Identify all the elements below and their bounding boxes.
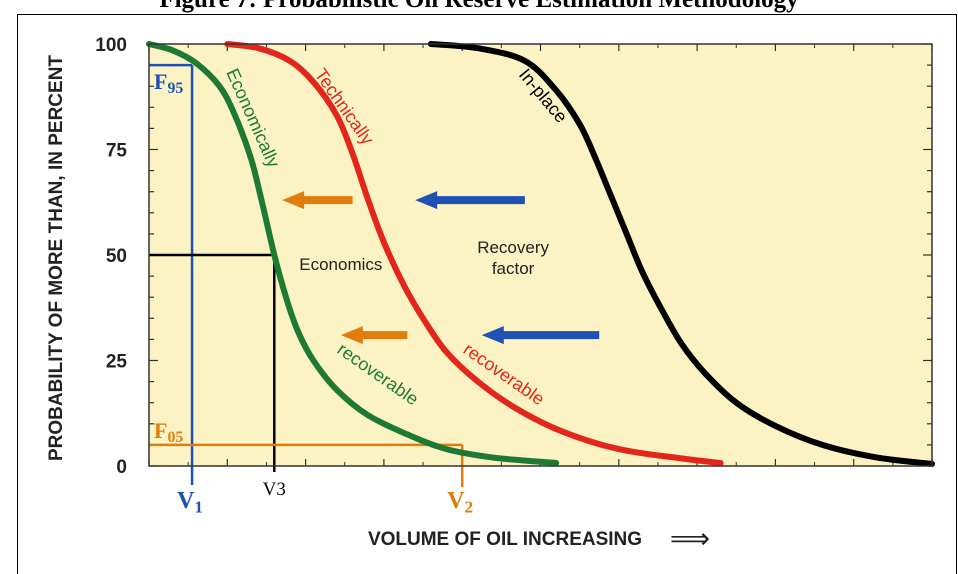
blue-arrow-lower-head [481,326,504,345]
arrows [282,191,600,345]
y-tick-label: 0 [116,457,127,478]
x-marker-v2-sub: 2 [465,497,474,516]
y-tick-label: 75 [106,141,128,162]
f05-label-sub: 05 [167,429,183,446]
y-axis-label: PROBABILITY OF MORE THAN, IN PERCENT [46,55,67,461]
annotation-recovery-line2: factor [492,259,535,278]
y-tick-label: 25 [106,352,128,373]
x-marker-v2-main: V [447,488,465,514]
series-line-technically [224,41,724,466]
f95-label-main: F [154,69,167,94]
f05-label: F05 [154,418,183,446]
orange-arrow-upper-head [282,191,305,210]
figure-frame [17,14,957,574]
x-marker-v1-main: V [177,488,195,514]
orange-arrow-lower-head [340,326,363,345]
x-marker-v1-sub: 1 [194,497,203,516]
plot-border [148,43,933,467]
annotation-economics: Economics [299,255,382,274]
x-axis-label: VOLUME OF OIL INCREASING [368,529,642,550]
axis-ticks: 0 25 50 75 100 [95,35,933,478]
f05-label-main: F [154,418,167,443]
series-line-economically [146,41,560,466]
f95-label-sub: 95 [167,80,183,97]
plot-area [149,44,932,466]
f95-label: F95 [154,69,183,97]
y-tick-label: 50 [106,246,127,267]
annotation-recovery-line1: Recovery [477,238,549,257]
blue-arrow-upper-head [415,191,438,210]
figure-title: Figure 7: Probabilistic Oil Reserve Esti… [0,0,958,14]
x-axis-arrow: ⟹ [670,522,710,555]
x-marker-v3: V3 [263,479,286,500]
x-marker-v1: V1 [177,488,203,516]
x-marker-v2: V2 [447,488,473,516]
y-tick-label: 100 [95,35,127,56]
reference-lines [149,63,464,487]
curves [146,41,935,467]
series-line-in-place [427,41,935,467]
